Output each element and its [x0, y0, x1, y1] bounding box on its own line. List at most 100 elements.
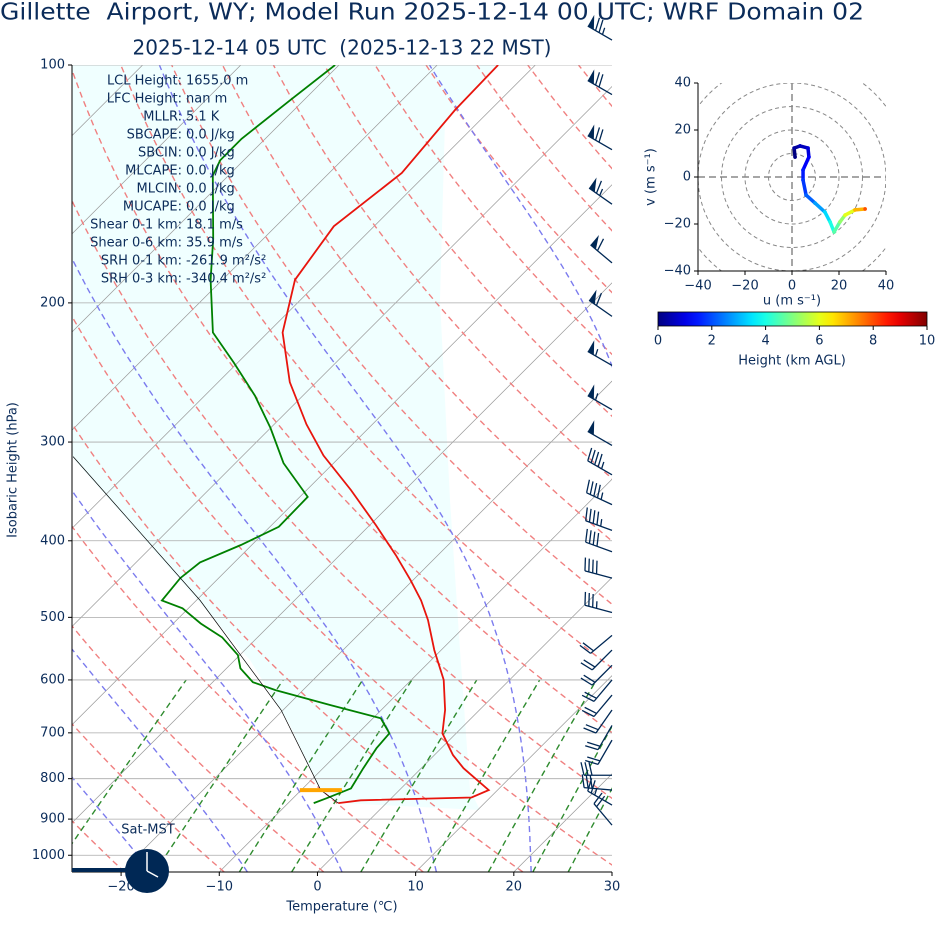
y-tick-label: 500: [40, 610, 65, 625]
barb-feather: [600, 492, 604, 500]
barb-feather: [590, 449, 596, 463]
mixing-ratio-line: [427, 679, 541, 872]
barb-staff: [587, 80, 613, 96]
barb-flag: [587, 124, 595, 140]
annotation-value: 18.1 m/s: [186, 218, 243, 233]
isotherm: [72, 65, 438, 431]
colorbar-tick-label: 2: [708, 334, 716, 349]
barb-flag: [587, 340, 595, 355]
barb-feather: [596, 532, 600, 547]
hodo-point: [801, 168, 805, 172]
hodo-point: [801, 178, 805, 182]
wind-barb: [590, 234, 613, 264]
annotation-value: 0.0 J/kg: [186, 128, 235, 143]
barb-feather: [597, 453, 603, 467]
barb-feather: [594, 17, 601, 31]
annotation-label: Shear 0-6 km:: [90, 236, 182, 251]
barb-feather: [599, 188, 604, 196]
barb-staff: [585, 520, 613, 531]
barb-flag: [587, 69, 595, 85]
wind-barb: [587, 447, 613, 476]
wind-barb: [587, 69, 613, 96]
barb-staff: [587, 25, 613, 41]
barb-feather: [583, 727, 597, 734]
annotation-label: SRH 0-3 km:: [101, 272, 182, 287]
y-tick-label: 1000: [32, 848, 65, 863]
x-tick-label: −10: [206, 880, 233, 895]
wind-barb: [587, 124, 613, 151]
chart-title: Gillette Airport, WY; Model Run 2025-12-…: [0, 0, 864, 26]
barb-staff: [593, 679, 613, 702]
barb-feather: [588, 530, 592, 544]
wind-barb: [580, 664, 613, 686]
barb-staff: [587, 430, 613, 447]
wind-barb: [581, 694, 613, 718]
y-tick-label: 400: [40, 533, 65, 548]
annotations: LCL Height: 1655.0 m LFC Height: nan m MLLR:…: [90, 74, 266, 287]
x-tick-label: 0: [313, 880, 321, 895]
moist-adiabat: [72, 489, 343, 872]
wind-barb: [587, 384, 613, 411]
colorbar-tick-label: 6: [815, 334, 823, 349]
hodo-point: [807, 155, 811, 159]
barb-feather: [588, 762, 593, 776]
barb-feather: [600, 461, 605, 469]
wind-barb: [584, 591, 613, 614]
annotation-value: 35.9 m/s: [186, 236, 243, 251]
x-tick-label: 10: [407, 880, 424, 895]
isotherm: [72, 86, 612, 628]
hodo-point: [853, 208, 857, 212]
barb-feather: [584, 706, 597, 715]
wind-barb: [585, 528, 613, 553]
background: [72, 65, 936, 872]
barb-feather: [579, 644, 591, 654]
barb-feather: [585, 759, 599, 765]
annotation-value: 1655.0 m: [186, 74, 248, 89]
hodo-segment: [801, 155, 811, 172]
hodo-x-tick-label: 20: [831, 279, 848, 294]
barb-staff: [587, 350, 613, 367]
dry-adiabat: [72, 525, 424, 872]
barb-staff: [597, 725, 613, 750]
barb-feather: [581, 709, 595, 718]
barb-feather: [587, 756, 601, 762]
mixing-ratio-line: [567, 787, 612, 872]
dry-adiabat: [72, 199, 612, 800]
dry-adiabat: [72, 422, 524, 872]
dry-adiabat: [72, 314, 612, 866]
wind-barb: [583, 709, 613, 734]
dry-adiabat: [425, 65, 612, 294]
barb-feather: [584, 762, 589, 776]
barb-feather: [592, 531, 596, 545]
isotherm: [219, 478, 612, 872]
barb-feather: [596, 238, 605, 251]
time-label: Sat-MST: [121, 823, 174, 838]
hodo-y-tick-label: 40: [674, 76, 691, 91]
annotation-value: -340.4 m²/s²: [186, 272, 266, 287]
barb-staff: [590, 634, 613, 654]
barb-staff: [591, 664, 613, 686]
barb-feather: [594, 72, 601, 86]
skewt-plot: 100 200 300 400 500 600 700 800 900 1000 −20 −10 0 10…: [32, 14, 620, 895]
hodo-segment: [804, 193, 817, 205]
hodo-point: [798, 144, 802, 148]
isotherm: [120, 380, 612, 872]
hodo-y-tick-label: 0: [683, 170, 691, 185]
wind-barb: [593, 792, 613, 826]
hodo-point: [838, 220, 842, 224]
wind-barb: [585, 479, 613, 506]
y-tick-label: 900: [40, 812, 65, 827]
barb-staff: [591, 649, 613, 671]
dry-adiabat: [577, 65, 612, 108]
annotation-label: SBCIN:: [138, 146, 182, 161]
isotherm: [808, 65, 936, 872]
barb-feather: [585, 528, 588, 543]
clock-hand: [146, 870, 159, 878]
dry-adiabat: [731, 65, 936, 872]
dry-adiabat: [527, 65, 612, 170]
wind-barb: [588, 289, 613, 317]
barb-feather: [581, 774, 585, 788]
isotherm: [72, 65, 536, 529]
y-tick-label: 300: [40, 435, 65, 450]
annotation-value: nan m: [186, 92, 227, 107]
